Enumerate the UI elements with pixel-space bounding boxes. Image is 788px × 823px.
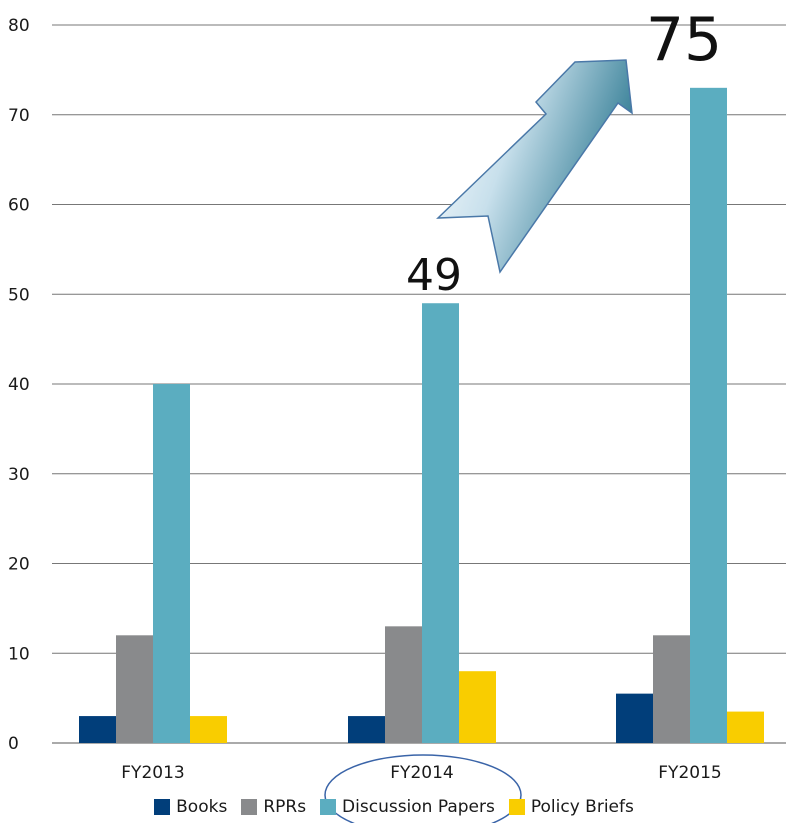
y-tick-label: 50 bbox=[8, 285, 30, 305]
y-tick-label: 10 bbox=[8, 644, 30, 664]
legend-item: Books bbox=[154, 797, 227, 817]
legend-label: Discussion Papers bbox=[342, 797, 495, 817]
bar-books bbox=[79, 716, 116, 743]
bar-discussion-papers bbox=[690, 87, 727, 743]
highlight-circle bbox=[324, 754, 522, 823]
legend-swatch bbox=[508, 799, 525, 815]
y-tick-label: 60 bbox=[8, 196, 30, 216]
x-axis-labels: FY2013 FY2014 FY2015 bbox=[121, 763, 721, 783]
y-tick-label: 0 bbox=[8, 734, 19, 754]
x-tick-label: FY2013 bbox=[121, 763, 184, 783]
y-axis-ticks: 0 10 20 30 40 50 60 70 80 bbox=[8, 16, 30, 754]
legend-item: Policy Briefs bbox=[508, 797, 634, 817]
value-annotation: 75 bbox=[646, 5, 722, 75]
y-tick-label: 20 bbox=[8, 555, 30, 575]
legend-label: Books bbox=[176, 797, 228, 817]
y-tick-label: 30 bbox=[8, 465, 30, 485]
bar-policy-briefs bbox=[190, 716, 227, 743]
legend-swatch bbox=[320, 799, 337, 815]
legend: Books RPRs Discussion Papers Policy Briefs bbox=[0, 797, 788, 817]
bar-rprs bbox=[116, 635, 153, 743]
bar-books bbox=[616, 693, 653, 743]
y-tick-label: 40 bbox=[8, 375, 30, 395]
bar-discussion-papers bbox=[153, 384, 190, 743]
bar-rprs bbox=[385, 626, 422, 743]
callout-arrow bbox=[436, 59, 633, 274]
x-tick-label: FY2015 bbox=[658, 763, 721, 783]
bar-books bbox=[348, 716, 385, 743]
bar-policy-briefs bbox=[727, 711, 764, 743]
legend-label: RPRs bbox=[263, 797, 307, 817]
legend-label: Policy Briefs bbox=[530, 797, 634, 817]
bar-discussion-papers bbox=[422, 303, 459, 743]
bar-policy-briefs bbox=[459, 671, 496, 743]
legend-swatch bbox=[154, 799, 171, 815]
bars bbox=[79, 87, 764, 743]
legend-item: RPRs bbox=[241, 797, 306, 817]
y-tick-label: 80 bbox=[8, 16, 30, 36]
y-tick-label: 70 bbox=[8, 106, 30, 126]
annotations: 49 75 bbox=[406, 5, 722, 301]
x-tick-label: FY2014 bbox=[390, 763, 453, 783]
bar-rprs bbox=[653, 635, 690, 743]
value-annotation: 49 bbox=[406, 250, 462, 301]
legend-item: Discussion Papers bbox=[320, 797, 495, 817]
legend-swatch bbox=[241, 799, 258, 815]
